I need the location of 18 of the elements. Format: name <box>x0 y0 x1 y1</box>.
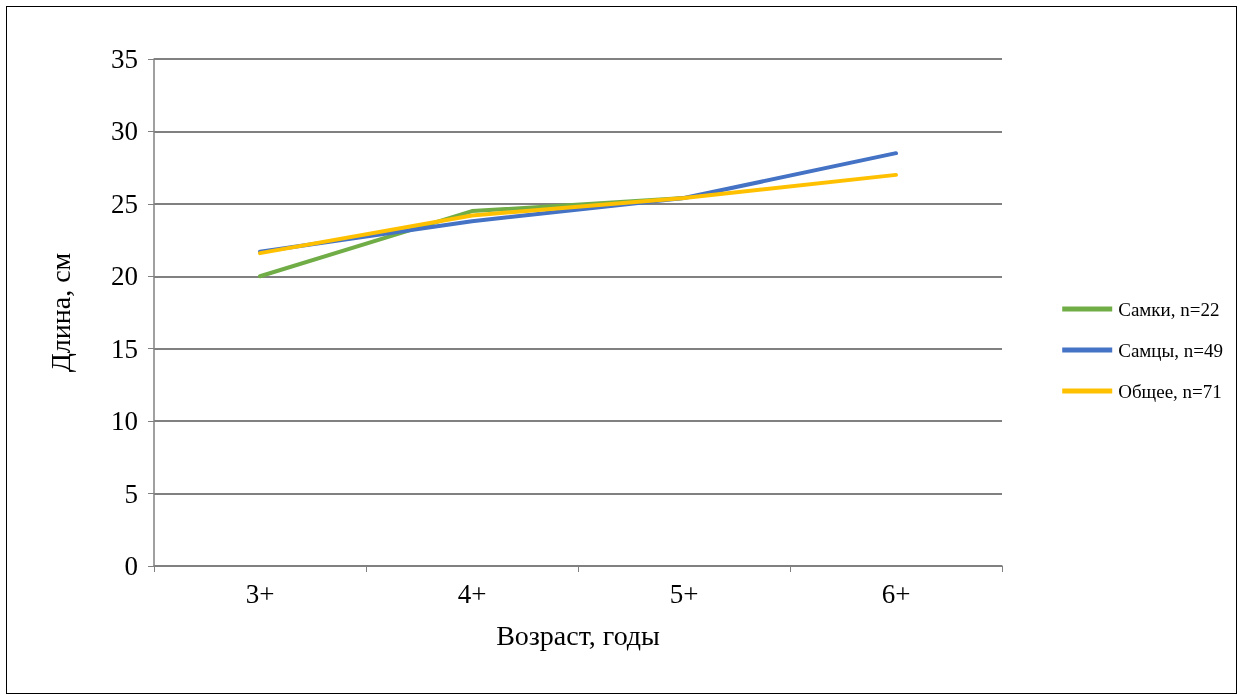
x-tick-label: 6+ <box>881 578 911 609</box>
legend-label: Самцы, n=49 <box>1118 339 1223 361</box>
y-tick-label: 35 <box>111 44 138 74</box>
y-tick-label: 25 <box>111 188 138 219</box>
y-tick-label: 20 <box>111 261 138 292</box>
x-tick-label: 5+ <box>669 578 699 609</box>
y-tick-label: 15 <box>111 333 138 364</box>
line-series <box>258 172 898 256</box>
y-axis-title: Длина, см <box>44 252 76 373</box>
y-tick-label: 30 <box>111 116 138 147</box>
x-tick-label: 4+ <box>457 578 487 609</box>
legend-label: Самки, n=22 <box>1118 298 1220 320</box>
y-tick-label: 5 <box>124 478 138 509</box>
y-tick-label: 0 <box>124 551 138 581</box>
x-axis-title: Возраст, годы <box>496 619 661 651</box>
x-tick-label: 3+ <box>245 578 275 609</box>
y-tick-label: 10 <box>111 406 138 437</box>
legend-label: Общее, n=71 <box>1118 380 1222 402</box>
